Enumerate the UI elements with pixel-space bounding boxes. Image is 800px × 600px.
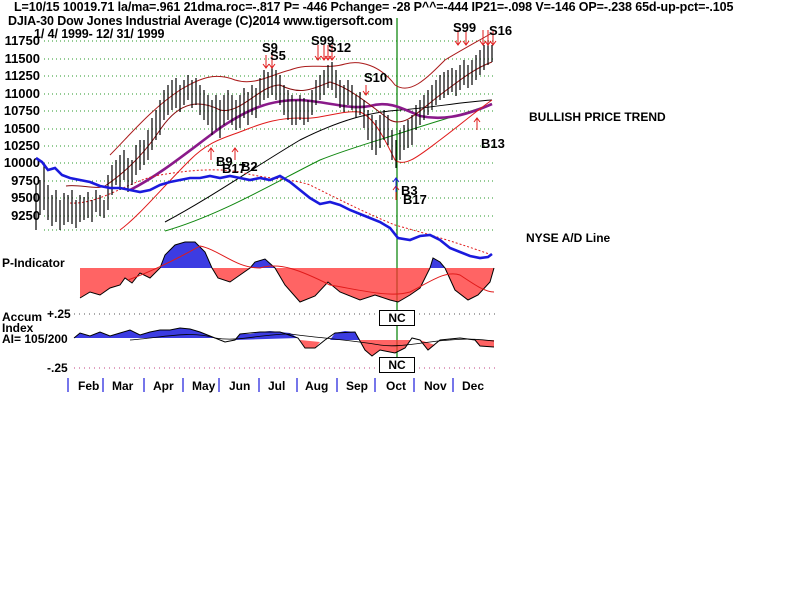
y-tick-11750: 11750	[4, 33, 40, 48]
ma65-line	[164, 99, 493, 223]
month-apr: Apr	[153, 379, 174, 393]
price-gridlines	[44, 40, 495, 231]
ma200-line	[164, 103, 493, 232]
y-tick-11500: 11500	[4, 51, 40, 66]
accum-index-panel	[73, 327, 495, 357]
signal-b17: B17	[222, 161, 246, 176]
ai-label: AI= 105/200	[2, 332, 68, 346]
accum-bottom-tick: -.25	[47, 361, 68, 375]
signal-s10: S10	[364, 70, 388, 85]
y-tick-9500: 9500	[11, 190, 40, 205]
y-tick-11250: 11250	[4, 68, 40, 83]
month-feb: Feb	[78, 379, 100, 393]
ad-line	[35, 156, 493, 260]
signal-arrows	[207, 30, 497, 200]
p-indicator-label: P-Indicator	[2, 256, 65, 270]
signal-s99-dec: S99	[453, 20, 477, 35]
index-label: Index	[2, 321, 34, 335]
signal-s12: S12	[328, 40, 352, 55]
month-may: May	[192, 379, 216, 393]
month-dec: Dec	[462, 379, 485, 393]
signal-b2: B2	[241, 159, 258, 174]
month-nov: Nov	[424, 379, 447, 393]
y-tick-9250: 9250	[11, 208, 40, 223]
month-ticks	[67, 378, 454, 392]
accum-label: Accum	[2, 310, 43, 324]
y-tick-11000: 11000	[4, 86, 40, 101]
price-bars	[35, 40, 493, 230]
month-oct: Oct	[386, 379, 407, 393]
chart-title: DJIA-30 Dow Jones Industrial Average (C)…	[8, 14, 393, 28]
y-tick-10000: 10000	[3, 155, 40, 170]
signal-s9: S9	[262, 40, 278, 55]
signal-b17-oct: B17	[403, 192, 427, 207]
month-jun: Jun	[229, 379, 251, 393]
date-range: 1/ 4/ 1999- 12/ 31/ 1999	[34, 27, 165, 41]
ad-ma-line	[69, 169, 493, 256]
month-aug: Aug	[305, 379, 329, 393]
ma50-line	[129, 98, 493, 192]
ad-line-label: NYSE A/D Line	[526, 231, 611, 245]
signal-s16: S16	[489, 23, 513, 38]
header-stats-line: L=10/15 10019.71 la/ma=.961 21dma.roc=-.…	[14, 0, 734, 14]
nc-badge-ai: NC	[379, 357, 415, 373]
month-sep: Sep	[346, 379, 369, 393]
y-tick-10500: 10500	[3, 121, 40, 136]
month-mar: Mar	[112, 379, 134, 393]
signal-b9: B9	[216, 154, 233, 169]
signal-s5: S5	[270, 48, 286, 63]
signal-b3: B3	[401, 183, 418, 198]
trend-label: BULLISH PRICE TREND	[529, 110, 666, 124]
accum-top-tick: +.25	[47, 307, 71, 321]
blue-arrow-icon	[392, 177, 400, 192]
signal-s99: S99	[311, 33, 335, 48]
y-tick-10250: 10250	[3, 138, 40, 153]
y-tick-9750: 9750	[11, 173, 40, 188]
lower-band-line	[119, 99, 493, 231]
signal-b13: B13	[481, 136, 505, 151]
month-jul: Jul	[268, 379, 286, 393]
nc-badge-p: NC	[379, 310, 415, 326]
y-tick-10750: 10750	[3, 103, 40, 118]
p-indicator-panel	[79, 241, 495, 303]
